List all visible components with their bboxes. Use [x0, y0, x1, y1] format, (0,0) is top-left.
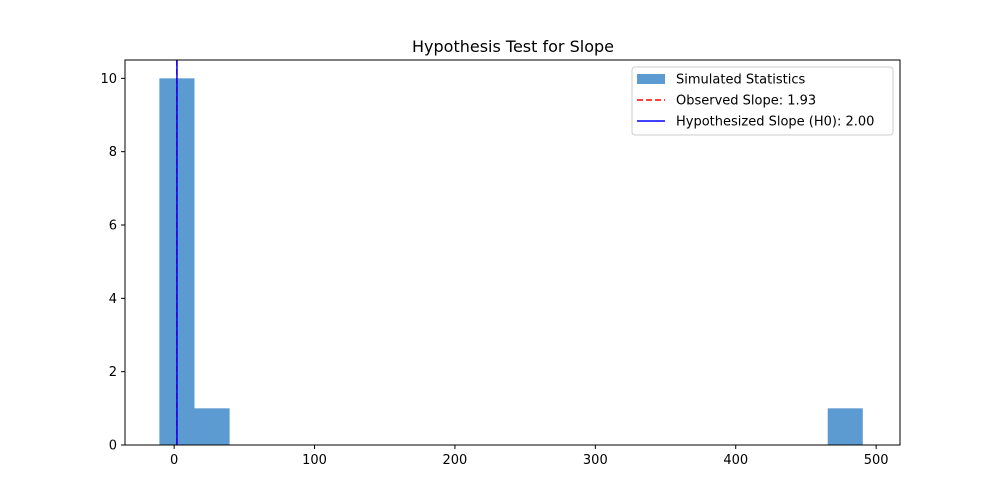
histogram-bar-1 — [194, 408, 230, 445]
legend-entry-simulated-swatch — [637, 74, 665, 84]
chart-title: Hypothesis Test for Slope — [412, 37, 614, 56]
histogram-bar-2 — [827, 408, 863, 445]
x-tick-label-500: 500 — [864, 453, 889, 468]
y-tick-label-6: 6 — [109, 219, 117, 234]
y-axis-ticks: 0 2 4 6 8 10 — [100, 72, 125, 454]
x-tick-label-300: 300 — [583, 453, 608, 468]
x-tick-label-100: 100 — [302, 453, 327, 468]
x-axis-ticks: 0 100 200 300 400 500 — [170, 445, 889, 468]
y-tick-label-4: 4 — [109, 292, 117, 307]
y-tick-label-8: 8 — [109, 145, 117, 160]
legend-entry-simulated-label: Simulated Statistics — [676, 73, 805, 88]
legend: Simulated Statistics Observed Slope: 1.93… — [631, 66, 894, 136]
x-tick-label-200: 200 — [443, 453, 468, 468]
y-tick-label-0: 0 — [109, 439, 117, 454]
legend-entry-hypothesized-label: Hypothesized Slope (H0): 2.00 — [676, 115, 874, 130]
x-tick-label-0: 0 — [170, 453, 178, 468]
legend-entry-observed-label: Observed Slope: 1.93 — [676, 94, 816, 109]
legend-box — [631, 66, 894, 136]
x-tick-label-400: 400 — [723, 453, 748, 468]
y-tick-label-2: 2 — [109, 365, 117, 380]
plot-area-frame — [124, 59, 901, 446]
y-tick-label-10: 10 — [100, 72, 117, 87]
